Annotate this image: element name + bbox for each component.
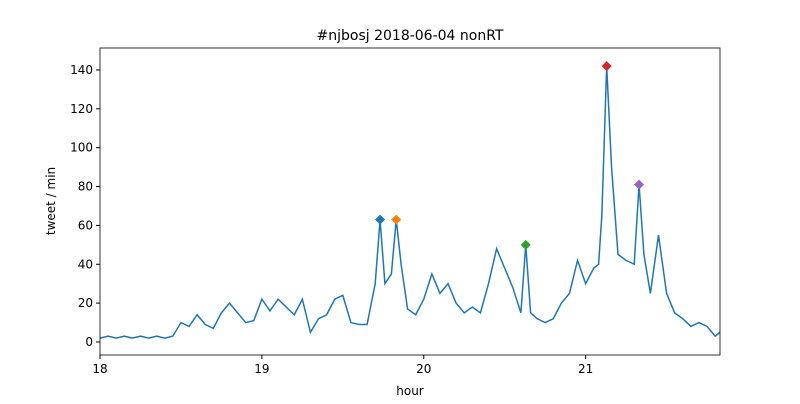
peak-marker	[375, 214, 386, 225]
plot-frame	[99, 47, 721, 356]
peak-marker	[601, 61, 612, 72]
y-tick-label: 100	[70, 141, 93, 155]
x-tick-label: 21	[578, 362, 593, 376]
y-tick-label: 120	[70, 102, 93, 116]
x-tick-label: 18	[92, 362, 107, 376]
y-tick-label: 140	[70, 63, 93, 77]
x-tick-label: 20	[416, 362, 431, 376]
y-tick-label: 60	[78, 218, 93, 232]
y-tick-label: 20	[78, 296, 93, 310]
peak-marker	[391, 214, 402, 225]
chart-title: #njbosj 2018-06-04 nonRT	[317, 28, 504, 44]
y-tick-label: 0	[85, 335, 93, 349]
y-axis-label: tweet / min	[44, 167, 58, 235]
y-tick-label: 40	[78, 257, 93, 271]
data-line	[99, 66, 721, 339]
x-tick-label: 19	[254, 362, 269, 376]
peak-marker	[520, 239, 531, 250]
peak-marker	[634, 179, 645, 190]
y-tick-label: 80	[78, 180, 93, 194]
x-axis-label: hour	[396, 384, 424, 398]
